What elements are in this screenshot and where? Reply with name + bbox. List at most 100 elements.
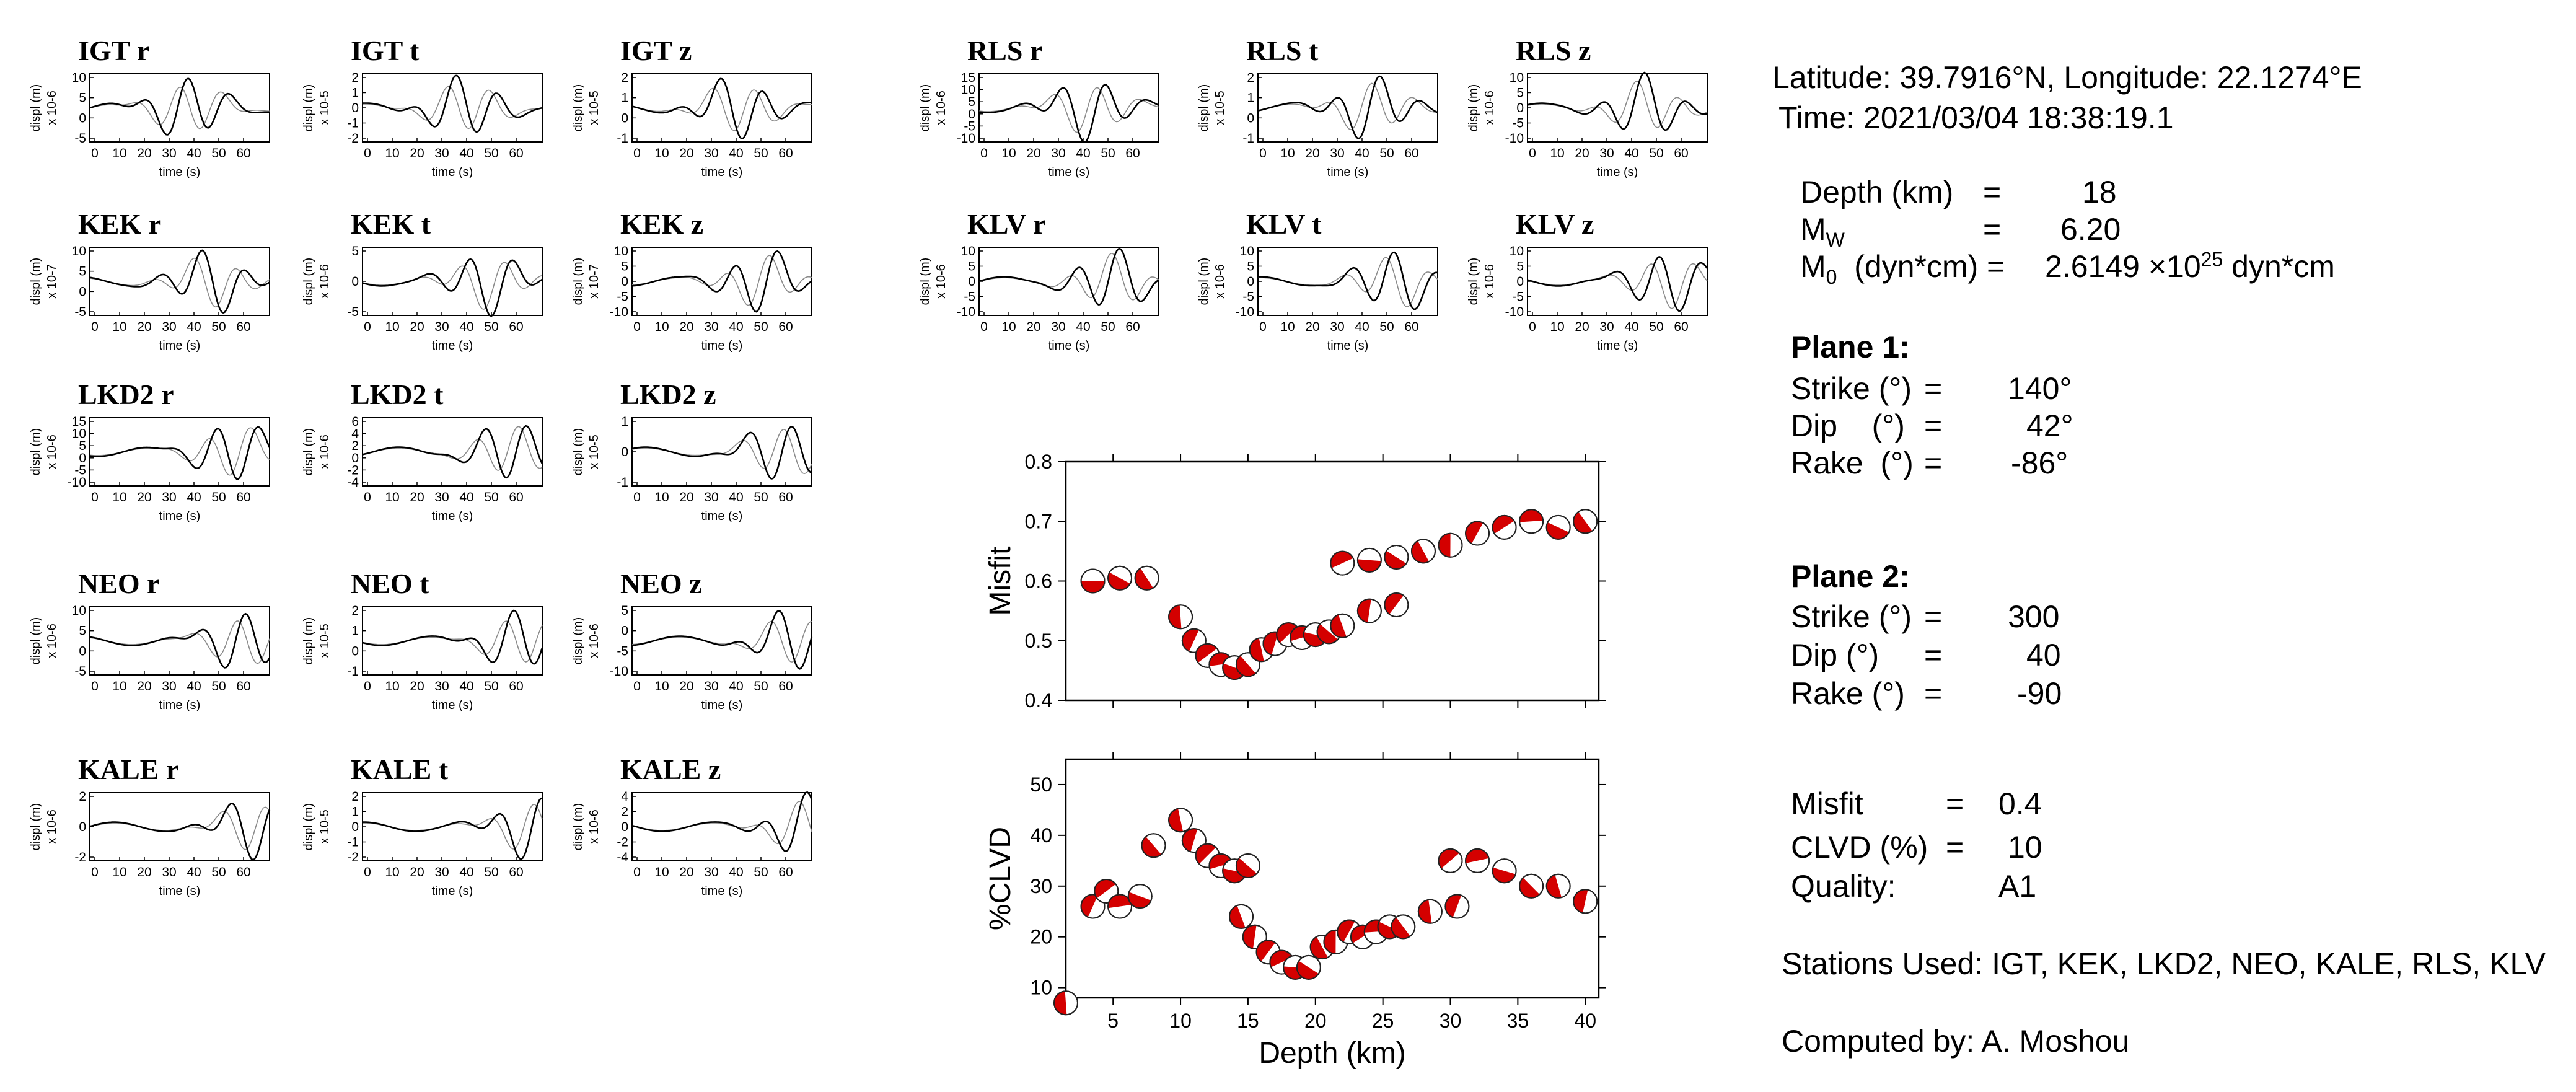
waveform-xtick: 20 — [1026, 320, 1040, 334]
waveform-panel: KEK r displ (m) x 10-7 10 5 0 -5 0 10 20 30 40 50 60 t… — [25, 208, 270, 375]
waveform-xtick: 0 — [980, 320, 988, 334]
waveform-ytick: 5 — [968, 95, 975, 109]
waveform-xtick: 20 — [1575, 320, 1589, 334]
observed-trace — [631, 250, 812, 313]
waveform-xtick: 60 — [1674, 146, 1688, 161]
waveform-scale: x 10-5 — [587, 90, 601, 125]
waveform-ytick: 0 — [968, 275, 975, 289]
waveform-ytick: -2 — [347, 131, 359, 146]
waveform-xtick: 10 — [385, 320, 399, 334]
waveform-ylabel: displ (m) — [1197, 258, 1211, 306]
waveform-xtick: 30 — [1599, 146, 1614, 161]
event-location: Latitude: 39.7916°N, Longitude: 22.1274°… — [1772, 60, 2362, 95]
beachball-point — [1330, 613, 1355, 638]
waveform-scale: x 10-5 — [1213, 90, 1227, 125]
waveform-xtick: 10 — [112, 490, 126, 504]
waveform-ytick: 0 — [1247, 275, 1254, 289]
waveform-xtick: 30 — [704, 490, 718, 504]
waveform-ytick: -10 — [610, 664, 628, 679]
waveform-xlabel: time (s) — [159, 339, 201, 353]
waveform-ytick: -5 — [617, 290, 628, 304]
waveform-xtick: 0 — [633, 490, 641, 504]
waveform-ytick: -5 — [1242, 290, 1254, 304]
waveform-ytick: -1 — [347, 117, 359, 131]
y-tick-label: 20 — [1030, 926, 1052, 948]
p2-strike-eq: = — [1924, 599, 1943, 634]
waveform-xtick: 0 — [91, 865, 99, 879]
waveform-title: KALE t — [351, 754, 449, 785]
waveform-ytick: 5 — [1516, 260, 1524, 274]
waveform-scale: x 10-6 — [45, 90, 59, 125]
waveform-ytick: -5 — [617, 644, 628, 658]
waveform-title: IGT z — [620, 35, 692, 66]
waveform-xtick: 60 — [1404, 146, 1418, 161]
observed-trace — [1527, 255, 1708, 312]
waveform-xtick: 60 — [509, 146, 523, 161]
waveform-xtick: 60 — [509, 320, 523, 334]
waveform-xtick: 60 — [1125, 146, 1140, 161]
synthetic-trace — [89, 806, 270, 850]
observed-trace — [362, 74, 543, 133]
synthetic-trace — [362, 86, 543, 130]
waveform-ytick: -10 — [610, 305, 628, 319]
waveform-xtick: 10 — [112, 320, 126, 334]
waveform-xtick: 0 — [1529, 320, 1536, 334]
y-tick-label: 0.5 — [1025, 630, 1052, 652]
waveform-scale: x 10-7 — [587, 264, 601, 299]
depth-value: 18 — [2082, 175, 2117, 209]
beachball-point — [1330, 550, 1355, 576]
waveform-xtick: 40 — [187, 146, 201, 161]
waveform-xtick: 60 — [236, 146, 250, 161]
waveform-xtick: 40 — [729, 320, 743, 334]
waveform-panel: KALE t displ (m) x 10-5 2 1 0 -1 -2 0 10 20 30 40 50 6… — [297, 753, 543, 920]
waveform-ytick: 5 — [621, 604, 628, 618]
waveform-ytick: 1 — [351, 624, 359, 638]
waveform-ytick: 6 — [351, 415, 359, 429]
waveform-xtick: 30 — [434, 320, 449, 334]
waveform-xtick: 0 — [364, 865, 371, 879]
clvd-eq: = — [1946, 830, 1964, 865]
clvd-value: 10 — [2008, 830, 2042, 865]
waveform-ytick: -1 — [617, 475, 628, 490]
waveform-ytick: -1 — [1242, 131, 1254, 146]
y-tick-label: 0.6 — [1025, 570, 1052, 592]
waveform-xlabel: time (s) — [1327, 339, 1369, 353]
waveform-scale: x 10-6 — [45, 623, 59, 658]
waveform-xtick: 20 — [679, 146, 693, 161]
waveform-xtick: 30 — [704, 865, 718, 879]
observed-trace — [362, 258, 543, 317]
waveform-ytick: 0 — [621, 445, 628, 459]
beachball-point — [1519, 873, 1544, 899]
waveform-scale: x 10-6 — [934, 264, 948, 299]
waveform-ytick: 15 — [961, 71, 975, 85]
beachball-point — [1465, 848, 1490, 873]
waveform-ytick: 1 — [351, 805, 359, 819]
waveform-xtick: 10 — [1550, 320, 1564, 334]
waveform-xtick: 30 — [1330, 146, 1344, 161]
waveform-ytick: 5 — [621, 260, 628, 274]
y-tick-label: 0.8 — [1025, 451, 1052, 473]
waveform-xtick: 50 — [211, 865, 226, 879]
waveform-ytick: 0 — [968, 107, 975, 121]
mw-label: MW — [1800, 212, 1845, 251]
waveform-xtick: 30 — [1599, 320, 1614, 334]
waveform-xtick: 60 — [1125, 320, 1140, 334]
waveform-xtick: 10 — [385, 490, 399, 504]
waveform-ytick: -2 — [617, 835, 628, 850]
waveform-xtick: 30 — [162, 679, 176, 694]
waveform-xtick: 10 — [112, 679, 126, 694]
p1-dip-label: Dip (°) — [1791, 408, 1905, 443]
waveform-xtick: 40 — [729, 490, 743, 504]
beachball-point — [1545, 514, 1571, 540]
beachball-point — [1107, 894, 1133, 919]
waveform-xtick: 30 — [434, 679, 449, 694]
waveform-title: KALE r — [78, 754, 179, 785]
waveform-title: NEO r — [78, 568, 160, 599]
